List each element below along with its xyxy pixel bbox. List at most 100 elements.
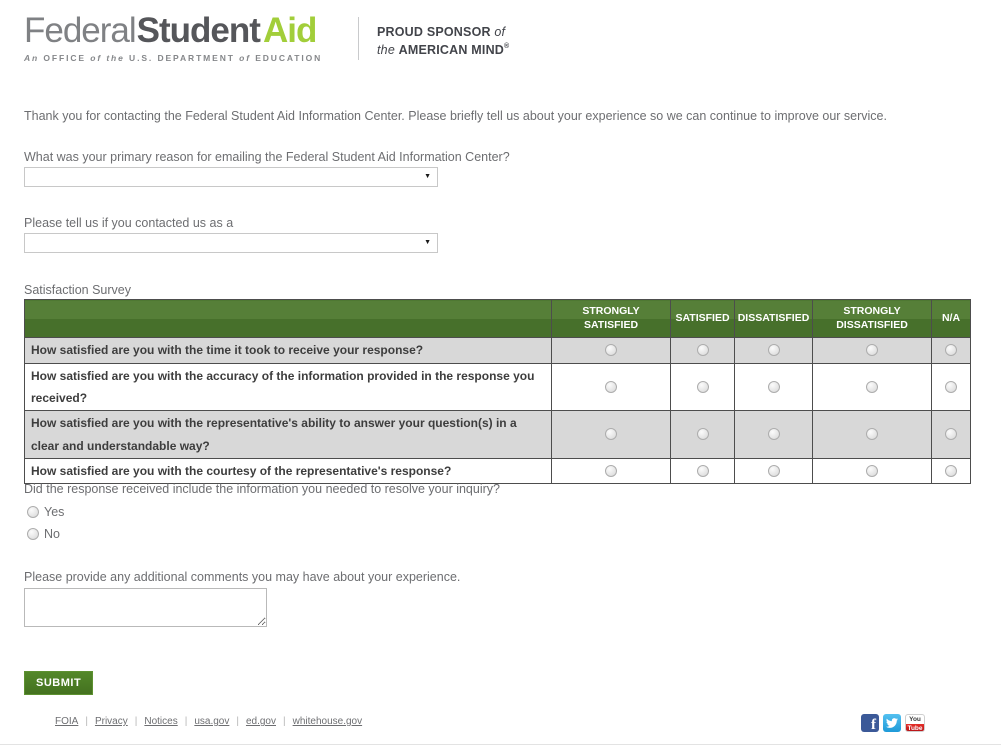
no-label: No <box>44 527 60 541</box>
no-radio[interactable] <box>27 528 39 540</box>
question-column-header <box>24 299 552 338</box>
radio-cell-strongly-dissatisfied <box>812 362 932 412</box>
footer-separator: | <box>236 716 239 727</box>
footer-links: FOIA | Privacy | Notices | usa.gov | ed.gov | whit… <box>55 716 362 727</box>
table-row: How satisfied are you with the accuracy … <box>24 362 971 412</box>
header-divider <box>358 17 359 60</box>
intro-text: Thank you for contacting the Federal Stu… <box>24 109 887 123</box>
comments-label: Please provide any additional comments y… <box>24 570 461 584</box>
footer-separator: | <box>283 716 286 727</box>
satisfaction-radio-strongly-satisfied-row-2[interactable] <box>605 380 617 393</box>
survey-question: How satisfied are you with the time it t… <box>24 337 552 364</box>
resolve-options: Yes No <box>27 501 64 545</box>
radio-cell-dissatisfied <box>734 362 813 412</box>
satisfaction-radio-strongly-satisfied-row-1[interactable] <box>605 344 617 357</box>
satisfaction-survey-table: STRONGLY SATISFIED SATISFIED DISSATISFIED S… <box>24 299 971 484</box>
sponsor-line-1: PROUD SPONSOR of <box>377 25 506 39</box>
satisfaction-radio-strongly-dissatisfied-row-3[interactable] <box>866 428 878 441</box>
social-icons: f You Tube <box>861 714 925 733</box>
radio-cell-dissatisfied <box>734 457 813 484</box>
logo-tagline: An OFFICE of the U.S. DEPARTMENT of EDUC… <box>24 52 323 63</box>
footer-separator: | <box>184 716 188 727</box>
yes-label: Yes <box>44 505 65 519</box>
logo-student: Student <box>136 11 261 50</box>
radio-cell-strongly-satisfied <box>551 457 671 484</box>
yes-radio[interactable] <box>27 506 39 518</box>
resolve-question-label: Did the response received include the in… <box>24 482 500 496</box>
chevron-down-icon: ▼ <box>424 173 431 180</box>
table-row: How satisfied are you with the represent… <box>24 410 971 459</box>
radio-cell-n-a <box>931 457 971 484</box>
satisfaction-radio-dissatisfied-row-4[interactable] <box>767 464 780 477</box>
facebook-icon[interactable]: f <box>861 714 879 733</box>
reason-select[interactable]: ▼ <box>24 167 438 187</box>
radio-cell-n-a <box>931 337 971 364</box>
column-header-satisfied: SATISFIED <box>670 299 735 338</box>
satisfaction-radio-strongly-dissatisfied-row-1[interactable] <box>866 344 878 357</box>
radio-cell-n-a <box>931 362 971 412</box>
sponsor-line-2: the AMERICAN MIND® <box>377 42 510 57</box>
satisfaction-radio-satisfied-row-3[interactable] <box>696 428 709 441</box>
survey-question: How satisfied are you with the courtesy … <box>24 457 552 484</box>
contact-type-select[interactable]: ▼ <box>24 233 438 253</box>
footer-link-notices[interactable]: Notices <box>144 716 178 727</box>
youtube-icon[interactable]: You Tube <box>905 714 925 732</box>
satisfaction-radio-satisfied-row-1[interactable] <box>696 344 709 357</box>
satisfaction-radio-dissatisfied-row-3[interactable] <box>767 428 780 441</box>
survey-question: How satisfied are you with the represent… <box>24 410 552 459</box>
radio-cell-strongly-satisfied <box>551 362 671 412</box>
satisfaction-radio-n-a-row-1[interactable] <box>945 344 957 357</box>
footer-link-ed-gov[interactable]: ed.gov <box>245 716 276 727</box>
footer-link-usa-gov[interactable]: usa.gov <box>194 716 230 727</box>
footer-separator: | <box>85 716 88 727</box>
radio-cell-satisfied <box>670 457 735 484</box>
radio-cell-satisfied <box>670 362 735 412</box>
contact-type-question-label: Please tell us if you contacted us as a <box>24 216 234 230</box>
logo-aid: Aid <box>262 11 317 50</box>
submit-button[interactable]: SUBMIT <box>24 671 94 695</box>
satisfaction-radio-strongly-satisfied-row-4[interactable] <box>605 464 617 477</box>
radio-cell-dissatisfied <box>734 410 813 459</box>
column-header-n-a: N/A <box>931 299 971 338</box>
column-header-strongly-dissatisfied: STRONGLY DISSATISFIED <box>812 299 932 338</box>
column-header-dissatisfied: DISSATISFIED <box>734 299 813 338</box>
radio-cell-n-a <box>931 410 971 459</box>
satisfaction-radio-dissatisfied-row-1[interactable] <box>767 344 780 357</box>
sponsor-text: PROUD SPONSOR of the AMERICAN MIND® <box>377 24 509 59</box>
satisfaction-radio-n-a-row-4[interactable] <box>945 464 957 477</box>
survey-question: How satisfied are you with the accuracy … <box>24 362 552 412</box>
radio-cell-strongly-dissatisfied <box>812 457 932 484</box>
radio-cell-strongly-dissatisfied <box>812 337 932 364</box>
table-row: How satisfied are you with the courtesy … <box>24 457 971 484</box>
satisfaction-radio-n-a-row-2[interactable] <box>945 380 957 393</box>
comments-textarea[interactable] <box>24 588 267 627</box>
federal-student-aid-logo: FederalStudentAid An OFFICE of the U.S. … <box>24 11 323 63</box>
satisfaction-radio-strongly-dissatisfied-row-2[interactable] <box>866 380 878 393</box>
satisfaction-radio-n-a-row-3[interactable] <box>945 428 957 441</box>
footer-link-foia[interactable]: FOIA <box>55 716 79 727</box>
satisfaction-radio-satisfied-row-2[interactable] <box>696 380 709 393</box>
twitter-icon[interactable] <box>883 714 901 732</box>
footer-link-privacy[interactable]: Privacy <box>94 716 128 727</box>
survey-section-label: Satisfaction Survey <box>24 283 131 297</box>
reason-question-label: What was your primary reason for emailin… <box>24 150 510 164</box>
satisfaction-radio-strongly-satisfied-row-3[interactable] <box>605 428 617 441</box>
satisfaction-radio-dissatisfied-row-2[interactable] <box>767 380 780 393</box>
radio-cell-dissatisfied <box>734 337 813 364</box>
footer-separator: | <box>134 716 138 727</box>
satisfaction-radio-strongly-dissatisfied-row-4[interactable] <box>866 464 878 477</box>
resolve-option-no: No <box>27 523 64 545</box>
radio-cell-satisfied <box>670 410 735 459</box>
satisfaction-radio-satisfied-row-4[interactable] <box>696 464 709 477</box>
radio-cell-strongly-satisfied <box>551 337 671 364</box>
radio-cell-satisfied <box>670 337 735 364</box>
radio-cell-strongly-satisfied <box>551 410 671 459</box>
footer-link-whitehouse-gov[interactable]: whitehouse.gov <box>292 716 363 727</box>
table-row: How satisfied are you with the time it t… <box>24 337 971 364</box>
logo-federal: Federal <box>24 11 137 50</box>
chevron-down-icon: ▼ <box>424 239 431 246</box>
column-header-strongly-satisfied: STRONGLY SATISFIED <box>551 299 671 338</box>
radio-cell-strongly-dissatisfied <box>812 410 932 459</box>
resolve-option-yes: Yes <box>27 501 64 523</box>
